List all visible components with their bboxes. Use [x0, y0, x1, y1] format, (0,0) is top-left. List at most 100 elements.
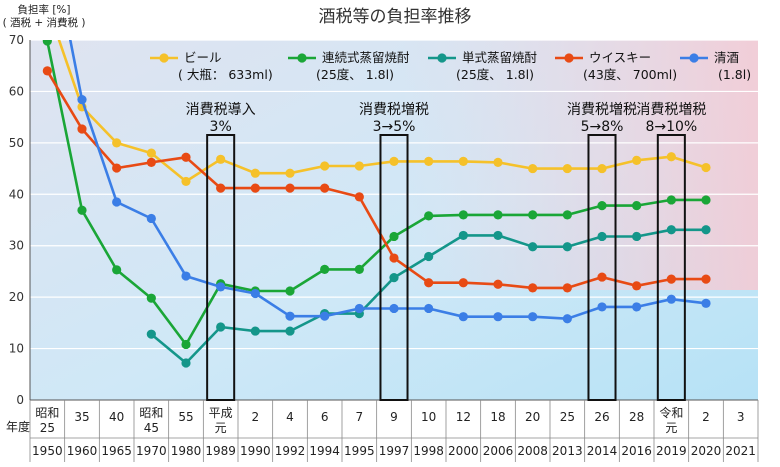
data-point	[250, 183, 260, 193]
data-point	[666, 274, 676, 284]
x-tick-year: 2019	[656, 444, 687, 458]
annotation-title: 消費税増税	[359, 102, 429, 118]
data-point	[354, 264, 364, 274]
y-axis-ticks: 0 10 20 30 40 50 60 70	[9, 33, 24, 407]
data-point	[562, 163, 572, 174]
data-point	[493, 157, 503, 167]
data-point	[632, 231, 642, 242]
annotation-title: 消費税増税	[636, 102, 706, 118]
legend-sublabel: (1.8l)	[718, 67, 751, 82]
data-point	[320, 161, 330, 171]
data-point	[216, 282, 226, 292]
y-tick-label: 70	[9, 33, 24, 47]
series-group	[42, 40, 711, 368]
data-point	[666, 225, 676, 235]
data-point	[632, 201, 642, 211]
x-tick-era: 昭和 45	[139, 406, 163, 435]
data-point	[424, 211, 434, 221]
data-point	[493, 230, 503, 241]
x-axis-label: 年度	[6, 419, 30, 434]
annotation-title: 消費税増税	[567, 102, 637, 118]
legend-sublabel: (43度、 700ml)	[583, 67, 677, 82]
y-tick-label: 0	[16, 393, 24, 407]
data-point	[146, 329, 156, 339]
data-point	[216, 322, 226, 332]
data-point	[181, 152, 191, 162]
legend-sublabel: (25度、 1.8l)	[316, 67, 394, 82]
data-point	[562, 314, 572, 324]
data-point	[77, 205, 87, 215]
series-line-0	[57, 40, 707, 183]
x-tick-year: 1980	[171, 444, 202, 458]
data-point	[250, 288, 260, 299]
legend-swatch-marker	[297, 53, 307, 63]
data-point	[701, 298, 711, 308]
data-point	[112, 138, 122, 148]
data-point	[424, 251, 434, 262]
data-point	[181, 358, 191, 368]
data-point	[632, 302, 642, 312]
data-point	[320, 183, 330, 193]
data-point	[42, 40, 52, 46]
data-point	[285, 326, 295, 336]
x-tick-era: 令和元	[659, 405, 683, 435]
data-point	[146, 213, 156, 224]
data-point	[285, 286, 295, 296]
x-tick-era: 昭和 25	[35, 406, 59, 435]
annotation-rate: 3→5%	[373, 119, 416, 135]
x-tick-year: 1994	[309, 444, 340, 458]
data-point	[597, 272, 607, 282]
data-point	[181, 339, 191, 350]
x-tick-year: 1997	[379, 444, 410, 458]
x-tick-era: 平成元	[209, 406, 233, 435]
x-tick-year: 1989	[205, 444, 236, 458]
data-point	[666, 195, 676, 205]
data-point	[250, 168, 260, 178]
x-axis-ticks: 昭和 25 1950 35 1960 40 1965 昭和 45 1970 55 1980 平成元 198…	[29, 400, 759, 462]
legend-sublabel: ( 大瓶： 633ml)	[178, 67, 273, 82]
data-point	[146, 157, 156, 167]
legend-swatch-marker	[437, 53, 447, 63]
legend: ビール ( 大瓶： 633ml) 連続式蒸留焼酎 (25度、 1.8l) 単式蒸留焼酎 (…	[150, 50, 751, 82]
data-point	[320, 264, 330, 274]
tax-event-box	[656, 134, 686, 401]
x-tick-year: 1970	[136, 444, 167, 458]
legend-swatch-marker	[564, 53, 574, 63]
data-point	[701, 274, 711, 284]
x-tick-year: 1965	[101, 444, 132, 458]
data-point	[285, 311, 295, 321]
data-point	[701, 225, 711, 235]
data-point	[701, 162, 711, 173]
data-point	[424, 156, 434, 166]
y-tick-label: 20	[9, 290, 24, 304]
data-point	[112, 197, 122, 207]
data-point	[354, 161, 364, 171]
data-point	[528, 210, 538, 220]
data-point	[597, 201, 607, 211]
legend-swatch-marker	[689, 53, 699, 63]
data-point	[632, 281, 642, 291]
data-point	[146, 293, 156, 303]
x-tick-year: 2014	[587, 444, 618, 458]
legend-sublabel: (25度、 1.8l)	[456, 67, 534, 82]
x-tick-year: 2020	[691, 444, 722, 458]
data-point	[112, 163, 122, 173]
tax-event-box	[206, 134, 236, 401]
data-point	[597, 231, 607, 242]
data-point	[354, 303, 364, 314]
data-point	[389, 253, 399, 263]
data-point	[354, 192, 364, 202]
x-tick-era: 12	[456, 410, 471, 424]
annotation-rate: 8→10%	[645, 119, 697, 135]
x-tick-year: 1960	[67, 444, 98, 458]
data-point	[77, 124, 87, 134]
x-tick-era: 26	[594, 410, 609, 424]
series-line-3	[46, 70, 706, 290]
data-point	[146, 148, 156, 158]
series-line-4	[68, 40, 707, 320]
x-tick-year: 1990	[240, 444, 271, 458]
data-point	[458, 156, 468, 166]
y-tick-label: 40	[9, 187, 24, 201]
gridlines	[29, 39, 758, 401]
